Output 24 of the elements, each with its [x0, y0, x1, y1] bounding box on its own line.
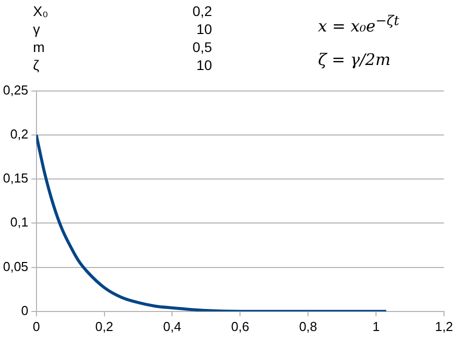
text: X₀ [33, 2, 48, 20]
text: 10 [195, 20, 212, 38]
x-tick-label: 1,2 [434, 318, 454, 334]
text: 0,2 [192, 2, 212, 20]
x-tick-label: 0 [32, 318, 40, 334]
x-tick-label: 0,2 [95, 318, 114, 334]
y-tick-label: 0 [21, 302, 28, 318]
y-tick-label: 0,25 [2, 82, 28, 98]
text: ζ = γ/2m [318, 50, 391, 69]
text: m [33, 38, 45, 56]
text: γ [33, 20, 40, 38]
text: ζ [33, 56, 40, 74]
x-tick-label: 1 [372, 318, 380, 334]
y-tick-label: 0,2 [10, 126, 28, 142]
y-tick-label: 0,1 [10, 214, 28, 230]
text: 10 [195, 56, 212, 74]
y-tick-label: 0,15 [2, 170, 28, 186]
x-tick-label: 0,6 [231, 318, 250, 334]
text: x = x₀e$^{−ζt}$ [318, 14, 400, 36]
y-tick-label: 0,05 [2, 258, 28, 274]
x-tick-label: 0,4 [163, 318, 182, 334]
x-tick-label: 0,8 [299, 318, 318, 334]
line-series [36, 133, 388, 312]
text: 0,5 [192, 38, 212, 56]
